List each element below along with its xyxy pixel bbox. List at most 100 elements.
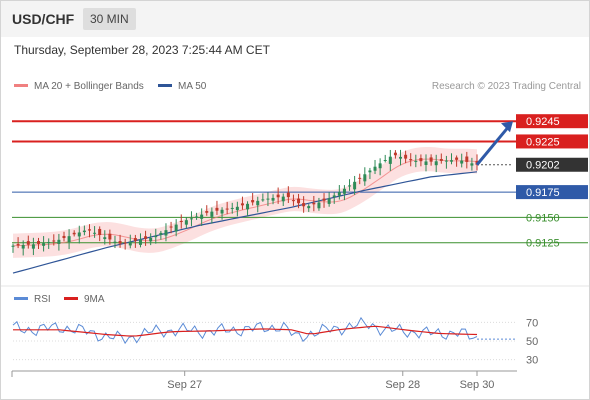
candle-body <box>322 198 326 201</box>
legend-ma50: MA 50 <box>158 81 206 92</box>
candle-body <box>373 166 377 171</box>
candle <box>210 207 214 224</box>
candle <box>409 153 413 167</box>
candle-body <box>42 243 46 246</box>
candle-body <box>200 214 204 219</box>
candle-body <box>312 202 316 205</box>
candle <box>21 240 25 256</box>
rsi-9ma-line <box>13 325 478 337</box>
candle-body <box>337 192 341 196</box>
candle-body <box>455 157 459 160</box>
datetime-text: Thursday, September 28, 2023 7:25:44 AM … <box>14 43 270 57</box>
candle <box>317 197 321 211</box>
candle-body <box>317 202 321 209</box>
candle-body <box>256 200 260 206</box>
candle <box>307 204 311 212</box>
legend-ma50-label: MA 50 <box>178 81 207 92</box>
candle-body <box>399 156 403 159</box>
candle-body <box>118 241 122 244</box>
candle-body <box>164 230 168 236</box>
candle-body <box>358 177 362 179</box>
candle-body <box>189 218 193 220</box>
candle-body <box>169 226 173 228</box>
bollinger-bands <box>13 146 477 258</box>
candle <box>424 154 428 172</box>
candle-body <box>225 208 229 210</box>
rsi-line <box>12 316 478 345</box>
candle <box>388 149 392 171</box>
candle-body <box>470 163 474 166</box>
candle-body <box>215 207 219 211</box>
candle-body <box>72 232 76 235</box>
candle-body <box>113 241 117 243</box>
candle <box>16 237 20 249</box>
candle-body <box>87 229 91 231</box>
candle-body <box>133 238 137 241</box>
candle-body <box>57 239 61 244</box>
candle <box>368 167 372 180</box>
candle <box>246 201 250 217</box>
candle <box>322 193 326 208</box>
candle-body <box>266 198 270 200</box>
candle <box>225 201 229 215</box>
level-label-bg-0.9245 <box>516 114 588 129</box>
candle <box>348 179 352 191</box>
candle-body <box>67 236 71 243</box>
candle-body <box>327 198 331 204</box>
candle <box>353 175 357 195</box>
rsi-tick-50: 50 <box>526 336 538 348</box>
candle <box>393 150 397 159</box>
candle <box>184 217 188 229</box>
candle-body <box>220 209 224 214</box>
candle <box>26 235 30 249</box>
candle-body <box>52 240 56 242</box>
candle-body <box>460 160 464 164</box>
candle <box>87 224 91 238</box>
candle <box>149 233 153 246</box>
candle <box>195 212 199 220</box>
candle <box>261 193 265 202</box>
candle-body <box>251 200 255 203</box>
candle-body <box>276 194 280 198</box>
candle <box>154 228 158 244</box>
ma50-swatch <box>158 83 172 87</box>
candle <box>138 233 142 248</box>
candle-body <box>123 242 127 244</box>
candle <box>174 219 178 237</box>
candle-body <box>383 160 387 162</box>
candle-body <box>174 224 178 232</box>
rsi-tick-70: 70 <box>526 317 538 329</box>
candle-body <box>103 237 107 240</box>
candle <box>332 192 336 204</box>
candle <box>235 201 239 217</box>
candle <box>200 208 204 226</box>
candle-body <box>36 241 40 244</box>
candle-body <box>465 156 469 162</box>
candle-body <box>281 196 285 202</box>
timeframe-button[interactable]: 30 MIN <box>83 8 136 30</box>
candle <box>113 235 117 249</box>
candle-body <box>246 203 250 210</box>
candle <box>72 230 76 237</box>
candle-body <box>424 161 428 165</box>
candle <box>450 153 454 165</box>
candle-body <box>195 216 199 218</box>
candle <box>378 158 382 176</box>
candle <box>62 231 66 242</box>
symbol-label: USD/CHF <box>12 11 75 27</box>
candle-body <box>393 152 397 156</box>
candle <box>470 157 474 171</box>
candle-body <box>404 154 408 159</box>
candle <box>312 195 316 212</box>
candle <box>220 207 224 220</box>
candle-body <box>409 159 413 161</box>
current-price-label: 0.9202 <box>526 160 560 172</box>
candle <box>133 234 137 248</box>
level-label-0.9225: 0.9225 <box>526 136 560 148</box>
forecast-arrow-shaft <box>475 125 511 166</box>
candle <box>36 237 40 250</box>
candle <box>230 202 234 214</box>
candle-body <box>159 232 163 235</box>
level-label-0.9150: 0.9150 <box>526 212 560 224</box>
